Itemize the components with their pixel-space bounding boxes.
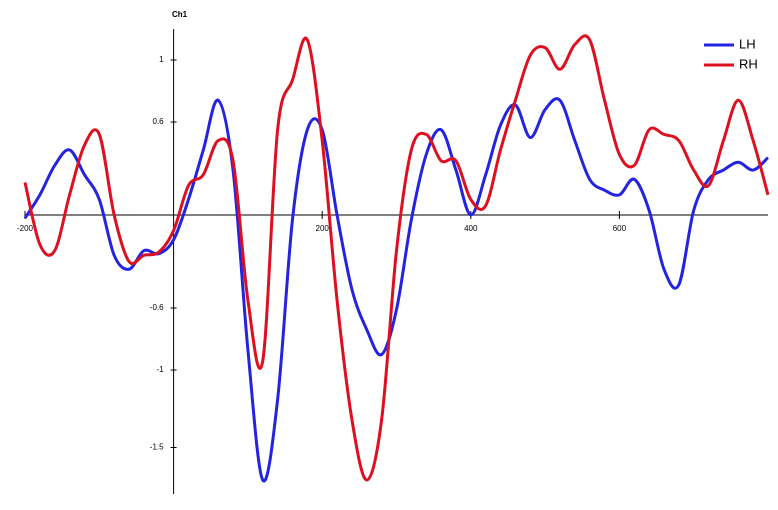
y-tick-label: 0.6	[152, 117, 164, 126]
line-series	[23, 97, 770, 483]
line-series	[23, 34, 770, 482]
x-tick-label: 200	[316, 224, 330, 233]
y-tick-label: -0.6	[150, 303, 164, 312]
y-axis-label: Ch1	[172, 10, 188, 19]
x-tick-label: 600	[613, 224, 627, 233]
y-tick-label: 1	[159, 55, 164, 64]
legend-label: LH	[739, 36, 756, 51]
y-tick-label: -1.5	[150, 443, 164, 452]
legend-label: RH	[739, 56, 758, 71]
y-tick-label: -1	[156, 365, 164, 374]
x-tick-label: 400	[464, 224, 478, 233]
x-tick-label: -200	[17, 224, 34, 233]
